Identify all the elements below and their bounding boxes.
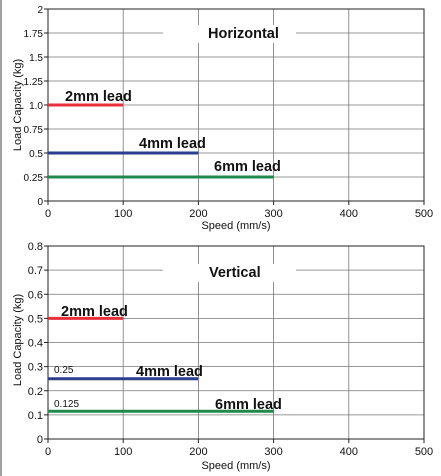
x-tick-label: 400 xyxy=(340,208,358,220)
x-tick-label: 0 xyxy=(45,446,51,458)
title-backdrop xyxy=(163,25,296,43)
y-tick-label: 0.3 xyxy=(28,362,43,374)
x-tick-label: 100 xyxy=(114,446,132,458)
x-axis-title: Speed (mm/s) xyxy=(201,220,270,232)
x-axis-title: Speed (mm/s) xyxy=(201,460,270,472)
series-label: 4mm lead xyxy=(136,364,203,380)
x-tick-label: 300 xyxy=(264,208,282,220)
y-tick-label: 1.0 xyxy=(29,101,43,112)
y-tick-label: 1.5 xyxy=(29,53,43,64)
y-tick-label: 0 xyxy=(37,434,43,446)
x-tick-label: 500 xyxy=(415,446,433,458)
title-backdrop xyxy=(163,264,296,282)
y-tick-label: 0.25 xyxy=(24,173,44,184)
y-tick-label: 0.1 xyxy=(28,410,43,422)
x-tick-label: 200 xyxy=(189,208,207,220)
series-label: 4mm lead xyxy=(139,136,206,152)
x-tick-label: 200 xyxy=(189,446,207,458)
y-tick-label: 2 xyxy=(37,5,43,16)
series-label: 6mm lead xyxy=(214,159,281,175)
value-annotation: 0.125 xyxy=(54,399,79,410)
y-tick-label: 1.25 xyxy=(24,77,44,88)
x-tick-label: 0 xyxy=(45,208,51,220)
y-tick-label: 0.2 xyxy=(28,386,43,398)
x-tick-label: 100 xyxy=(114,208,132,220)
y-axis-title: Load Capacity (kg) xyxy=(12,294,24,386)
y-tick-label: 0.6 xyxy=(28,289,43,301)
y-tick-label: 0.4 xyxy=(28,338,43,350)
series-label: 2mm lead xyxy=(61,304,128,320)
y-tick-label: 0 xyxy=(37,197,43,208)
y-axis-title: Load Capacity (kg) xyxy=(12,59,24,151)
horizontal-chart: 0 100 200 300 400 500 0 0.25 0.5 0.75 1.0 1.25 1.5 1.… xyxy=(12,5,433,232)
x-tick-label: 500 xyxy=(415,208,433,220)
y-tick-label: 0.5 xyxy=(29,149,43,160)
chart-title: Horizontal xyxy=(208,26,279,42)
x-tick-label: 400 xyxy=(340,446,358,458)
y-tick-label: 0.5 xyxy=(28,313,43,325)
y-tick-label: 0.7 xyxy=(28,265,43,277)
series-label: 2mm lead xyxy=(65,89,132,105)
y-tick-label: 0.75 xyxy=(24,125,44,136)
series-label: 6mm lead xyxy=(215,397,282,413)
vertical-chart: 0 100 200 300 400 500 0 0.1 0.2 0.3 0.4 0.5 0.6 0.7 0.… xyxy=(12,241,433,472)
x-tick-label: 300 xyxy=(264,446,282,458)
chart-title: Vertical xyxy=(209,265,261,281)
value-annotation: 0.25 xyxy=(54,365,74,376)
y-tick-label: 1.75 xyxy=(24,29,44,40)
y-tick-label: 0.8 xyxy=(28,241,43,253)
